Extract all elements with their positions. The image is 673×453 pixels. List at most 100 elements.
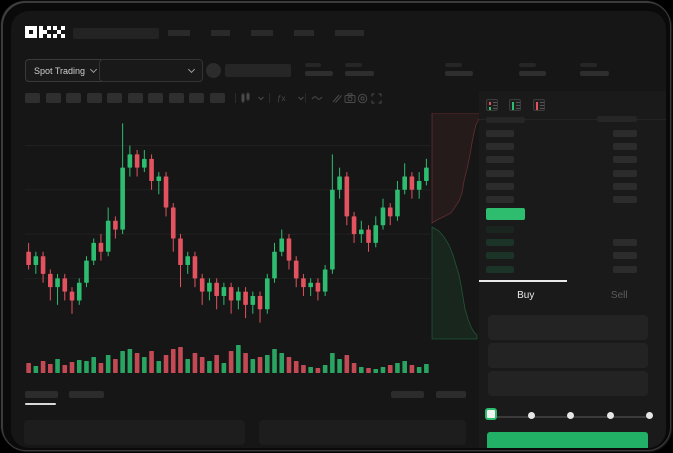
amount-slider-handle[interactable] xyxy=(485,408,497,420)
divider xyxy=(479,119,666,120)
orderbook-bids-icon[interactable] xyxy=(509,99,521,111)
orderbook-asks-icon[interactable] xyxy=(533,99,545,111)
amount-input[interactable] xyxy=(488,343,648,368)
timeframe-button-8[interactable] xyxy=(168,93,184,103)
chart-type-icon[interactable] xyxy=(240,92,252,104)
bottom-link-placeholder-1[interactable] xyxy=(391,391,424,398)
indicator-fx-icon[interactable]: ƒx xyxy=(277,93,286,103)
slider-stop-100[interactable] xyxy=(646,412,653,419)
ask-price-placeholder[interactable] xyxy=(486,196,514,203)
ask-price-placeholder[interactable] xyxy=(486,130,514,137)
divider xyxy=(305,93,306,103)
stat-3 xyxy=(445,63,505,76)
nav-item-4[interactable] xyxy=(294,30,314,36)
timeframe-button-10[interactable] xyxy=(209,93,225,103)
stat-label-placeholder xyxy=(305,63,321,67)
indicator-caret-icon[interactable] xyxy=(297,92,305,104)
total-input[interactable] xyxy=(488,371,648,396)
ask-amount-placeholder[interactable] xyxy=(613,156,637,164)
depth-profile-chart xyxy=(431,113,480,340)
bid-amount-placeholder[interactable] xyxy=(613,239,637,247)
stat-2 xyxy=(345,63,405,76)
last-price-placeholder xyxy=(225,64,291,77)
bottom-active-tab-indicator xyxy=(25,403,56,405)
chevron-down-icon xyxy=(90,65,98,73)
timeframe-button-6[interactable] xyxy=(127,93,143,103)
fullscreen-icon[interactable] xyxy=(371,92,382,104)
stat-value-placeholder xyxy=(345,71,374,76)
ask-amount-placeholder[interactable] xyxy=(613,169,637,177)
bid-price-placeholder[interactable] xyxy=(486,239,514,247)
bottom-tab-order-history[interactable] xyxy=(69,391,104,398)
bid-price-placeholder[interactable] xyxy=(486,226,514,233)
camera-icon[interactable] xyxy=(344,92,356,104)
market-type-label: Spot Trading xyxy=(34,65,86,76)
bid-price-placeholder[interactable] xyxy=(486,252,514,260)
nav-item-3[interactable] xyxy=(251,30,273,36)
orderbook-last-price[interactable] xyxy=(486,208,525,220)
active-tab-indicator xyxy=(479,280,567,282)
orders-table-panel xyxy=(24,420,245,445)
nav-item-1[interactable] xyxy=(168,30,190,36)
stat-5 xyxy=(580,63,640,76)
volume-chart[interactable] xyxy=(25,339,430,373)
ask-price-placeholder[interactable] xyxy=(486,156,514,164)
stat-label-placeholder xyxy=(445,63,462,67)
stat-label-placeholder xyxy=(519,63,536,67)
coin-icon xyxy=(206,63,221,78)
stat-label-placeholder xyxy=(580,63,597,67)
stat-1 xyxy=(305,63,365,76)
timeframe-button-4[interactable] xyxy=(86,93,102,103)
stat-value-placeholder xyxy=(519,71,546,76)
market-type-dropdown[interactable]: Spot Trading xyxy=(25,59,106,82)
ask-amount-placeholder[interactable] xyxy=(613,130,637,137)
orderbook-combined-icon[interactable] xyxy=(486,99,498,111)
search-input[interactable] xyxy=(73,28,159,39)
timeframe-button-2[interactable] xyxy=(45,93,61,103)
bid-amount-placeholder[interactable] xyxy=(613,252,637,260)
ask-price-placeholder[interactable] xyxy=(486,182,514,190)
timeframe-button-7[interactable] xyxy=(148,93,163,103)
timeframe-button-1[interactable] xyxy=(25,93,40,103)
stat-value-placeholder xyxy=(445,71,473,76)
stat-value-placeholder xyxy=(580,71,609,76)
compare-icon[interactable] xyxy=(331,92,342,104)
bottom-link-placeholder-2[interactable] xyxy=(436,391,466,398)
bid-amount-placeholder[interactable] xyxy=(613,265,637,273)
divider xyxy=(269,93,270,103)
buy-button[interactable] xyxy=(487,432,648,448)
tab-sell[interactable]: Sell xyxy=(610,290,628,301)
ask-price-placeholder[interactable] xyxy=(486,143,514,151)
orderbook-amount-header xyxy=(597,116,637,122)
ask-amount-placeholder[interactable] xyxy=(613,182,637,190)
timeframe-button-5[interactable] xyxy=(107,93,122,103)
timeframe-button-9[interactable] xyxy=(189,93,204,103)
orders-table-panel xyxy=(259,420,466,445)
slider-stop-25[interactable] xyxy=(527,412,535,419)
ask-price-placeholder[interactable] xyxy=(486,169,514,177)
app-window: Spot Trading Buy Sell xyxy=(11,11,666,448)
ask-amount-placeholder[interactable] xyxy=(613,143,637,151)
tab-buy[interactable]: Buy xyxy=(517,290,535,301)
chevron-down-icon xyxy=(187,65,196,73)
right-panel: Buy Sell xyxy=(479,91,666,448)
ask-amount-placeholder[interactable] xyxy=(613,196,637,203)
okx-logo-icon[interactable] xyxy=(25,26,65,40)
stat-label-placeholder xyxy=(345,63,362,67)
candlestick-chart[interactable] xyxy=(25,113,430,337)
line-tool-icon[interactable] xyxy=(311,92,323,104)
timeframe-button-3[interactable] xyxy=(66,93,81,103)
pair-select-dropdown[interactable] xyxy=(99,59,203,82)
chart-type-caret-icon[interactable] xyxy=(257,92,265,104)
bottom-tab-open-orders[interactable] xyxy=(25,391,58,398)
price-input[interactable] xyxy=(488,315,648,340)
divider xyxy=(235,93,236,103)
nav-item-5[interactable] xyxy=(335,30,364,36)
slider-stop-50[interactable] xyxy=(567,412,574,419)
nav-item-2[interactable] xyxy=(211,30,230,36)
slider-stop-75[interactable] xyxy=(606,412,614,419)
settings-icon[interactable] xyxy=(357,92,368,104)
stat-value-placeholder xyxy=(305,71,333,76)
bid-price-placeholder[interactable] xyxy=(486,265,514,273)
